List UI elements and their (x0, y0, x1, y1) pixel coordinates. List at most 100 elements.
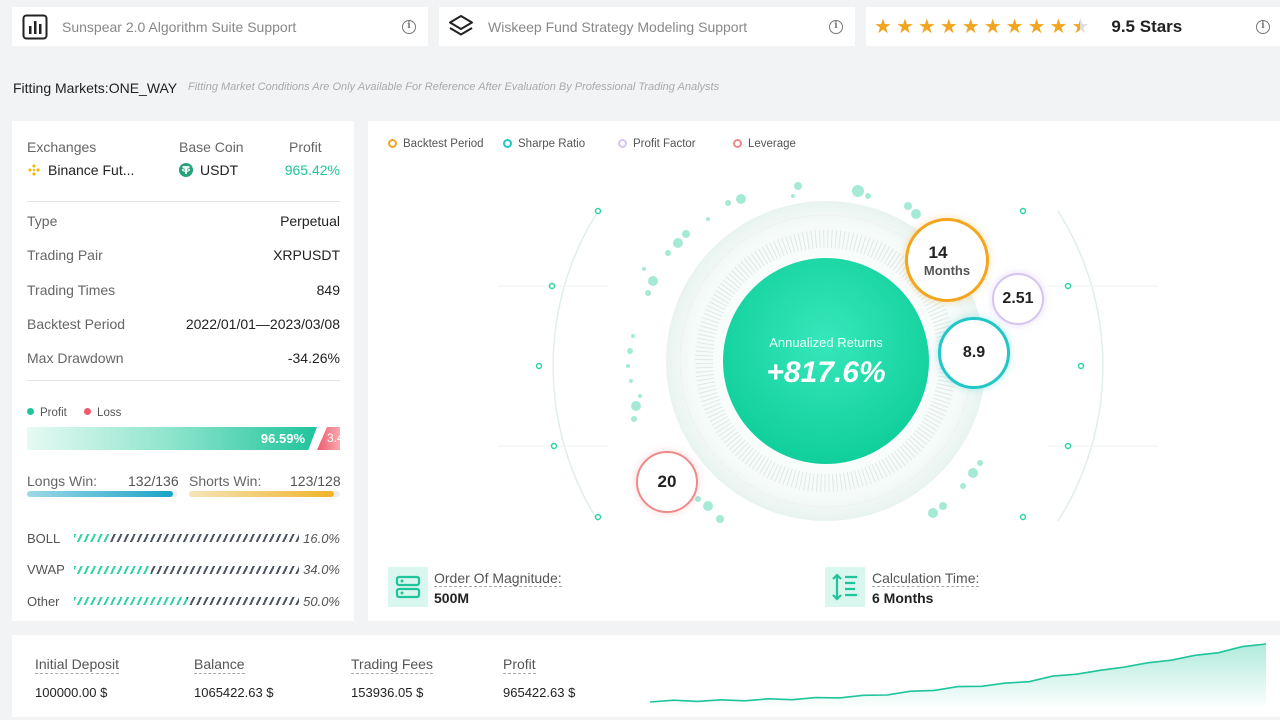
divider (27, 380, 340, 381)
equity-curve (650, 643, 1267, 706)
base-coin-header: Base Coin (179, 139, 244, 155)
backtest-period-value: 2022/01/01—2023/03/08 (185, 316, 340, 332)
legend-label: Sharpe Ratio (518, 138, 586, 150)
fitting-markets-note: Fitting Market Conditions Are Only Avail… (188, 81, 720, 93)
wiskeep-support-card[interactable]: Wiskeep Fund Strategy Modeling Support i (439, 7, 855, 46)
loss-percent: 3.41% (327, 431, 340, 445)
sharpe-ratio-bubble: 8.9 (938, 317, 1010, 389)
profit-factor-value: 2.51 (1002, 290, 1034, 307)
other-label: Other (27, 594, 60, 609)
orbit-decoration (498, 182, 1158, 523)
initial-deposit-value: 100000.00 $ (35, 685, 108, 700)
trading-times-value: 849 (316, 282, 340, 298)
star-icon: ★ (874, 15, 892, 38)
exchange-value: Binance Fut... (27, 162, 134, 178)
legend-label: Backtest Period (403, 138, 484, 150)
profit-factor-bubble: 2.51 (992, 273, 1044, 325)
boll-value: 16.0% (303, 531, 340, 546)
binance-icon (28, 164, 40, 176)
profit-value: 965.42% (284, 162, 340, 178)
magnitude-label: Order Of Magnitude: (434, 570, 562, 587)
wiskeep-support-label: Wiskeep Fund Strategy Modeling Support (488, 18, 748, 35)
rating-label: 9.5 Stars (1111, 16, 1183, 36)
bottom-profit-label: Profit (503, 656, 536, 674)
legend-profit-factor: Profit Factor (618, 138, 696, 150)
profit-legend-label: Profit (40, 407, 67, 419)
longs-win-label: Longs Win: (27, 473, 98, 489)
profit-dot (27, 408, 34, 415)
loss-dot (84, 408, 92, 415)
exchange-name: Binance Fut... (48, 162, 135, 178)
magnitude-value: 500M (434, 590, 470, 606)
star-icon: ★ (983, 15, 1002, 38)
balance-value: 1065422.63 $ (194, 685, 274, 700)
sort-icon (825, 567, 865, 607)
divider (27, 201, 340, 202)
profit-loss-legend: Profit Loss (27, 407, 121, 419)
trading-fees-value: 153936.05 $ (351, 685, 424, 700)
info-icon[interactable]: i (402, 20, 416, 34)
longs-win-track (27, 491, 177, 497)
returns-visual-panel: Backtest Period Sharpe Ratio Profit Fact… (368, 121, 1280, 621)
star-icon: ★ (1005, 15, 1024, 38)
backtest-period-bubble: 14 Months (905, 218, 989, 302)
equity-line (650, 643, 1267, 703)
type-value: Perpetual (280, 213, 340, 229)
star-icon: ★ (895, 15, 914, 38)
rating-card: ★ ★ ★ ★ ★ ★ ★ ★ ★ ★ 9.5 Stars i (866, 7, 1280, 46)
layers-icon (449, 14, 473, 35)
legend-leverage: Leverage (733, 138, 796, 150)
shorts-win-track (189, 491, 340, 497)
sunspear-support-card[interactable]: Sunspear 2.0 Algorithm Suite Support i (12, 7, 428, 46)
star-icon: ★ (961, 15, 980, 38)
loss-bar: 3.41% (317, 427, 340, 450)
vwap-value: 34.0% (303, 562, 340, 577)
max-drawdown-label: Max Drawdown (27, 350, 124, 366)
shorts-win-label: Shorts Win: (189, 473, 262, 489)
legend-label: Profit Factor (633, 138, 696, 150)
backtest-period-label: Backtest Period (27, 316, 126, 332)
shorts-win-value: 123/128 (290, 473, 341, 489)
star-icon: ★ (917, 15, 936, 38)
other-bar (74, 597, 299, 605)
equity-area (650, 644, 1266, 706)
legend-sharpe-ratio: Sharpe Ratio (503, 138, 585, 150)
star-icon: ★ (939, 15, 958, 38)
longs-win-fill (27, 491, 173, 497)
backtest-summary-panel: Exchanges Base Coin Profit Binance Fut..… (12, 121, 354, 621)
legend-label: Leverage (748, 138, 796, 150)
other-value: 50.0% (303, 594, 340, 609)
star-icon: ★ (1071, 15, 1090, 38)
trading-fees-label: Trading Fees (351, 656, 433, 674)
profit-percent: 96.59% (260, 431, 305, 446)
other-fill (74, 597, 187, 605)
legend-ring (733, 139, 742, 148)
trading-pair-value: XRPUSDT (273, 247, 340, 263)
exchanges-header: Exchanges (27, 139, 97, 155)
leverage-value: 20 (657, 472, 677, 491)
bar-chart-icon (22, 14, 48, 39)
sharpe-ratio-value: 8.9 (962, 344, 986, 361)
star-icon: ★ (1027, 15, 1046, 38)
profit-header: Profit (289, 139, 322, 155)
magnitude-icon (388, 567, 428, 607)
vwap-fill (74, 566, 151, 574)
legend-ring (503, 139, 512, 148)
backtest-months-unit: Months (923, 262, 971, 278)
trading-pair-label: Trading Pair (27, 247, 103, 263)
balance-label: Balance (194, 656, 245, 674)
loss-legend-label: Loss (97, 407, 122, 419)
max-drawdown-value: -34.26% (287, 350, 340, 366)
calculation-time-value: 6 Months (872, 590, 934, 606)
star-icon: ★ (1049, 15, 1068, 38)
profit-bar: 96.59% (27, 427, 317, 450)
bottom-profit-value: 965422.63 $ (503, 685, 576, 700)
leverage-bubble: 20 (636, 451, 698, 513)
info-icon[interactable]: i (1256, 20, 1270, 34)
legend-backtest-period: Backtest Period (388, 138, 484, 150)
info-icon[interactable]: i (829, 20, 843, 34)
initial-deposit-label: Initial Deposit (35, 656, 120, 674)
annualized-returns-value: +817.6% (766, 356, 886, 389)
base-coin-name: USDT (200, 162, 239, 178)
boll-label: BOLL (27, 531, 61, 546)
